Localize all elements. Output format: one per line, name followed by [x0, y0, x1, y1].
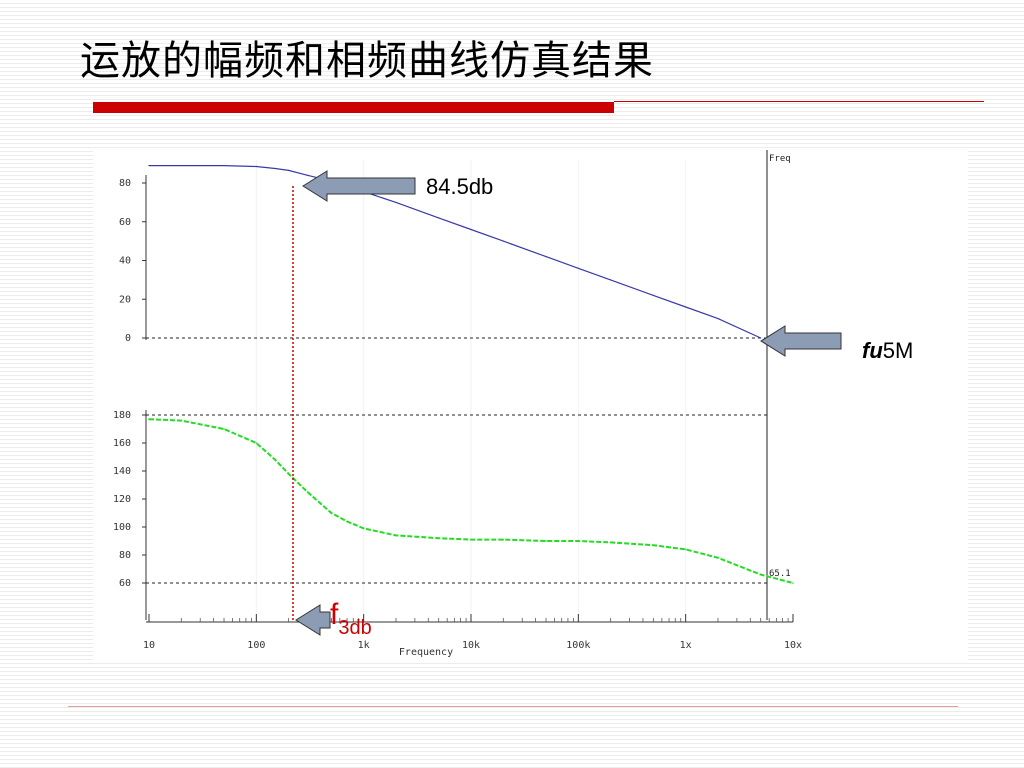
footer-divider — [68, 706, 958, 707]
gain-data-point — [610, 279, 612, 281]
gain-data-point — [470, 228, 472, 231]
fu-annotation: fu5M — [862, 338, 913, 364]
gain-y-tick-label: 60 — [119, 217, 131, 228]
gain-y-tick-label: 20 — [119, 294, 131, 305]
phase-y-tick-label: 120 — [113, 494, 131, 505]
gain-data-point — [274, 167, 276, 170]
gain-y-tick-label: 0 — [125, 333, 131, 344]
phase-data-point — [223, 428, 225, 430]
phase-data-point — [545, 540, 547, 542]
gain-data-point — [760, 337, 762, 339]
phase-data-point — [180, 419, 183, 422]
phase-plot: 65.1 — [148, 418, 794, 584]
phase-data-point — [652, 544, 655, 546]
f3db-annotation-main: f — [330, 598, 339, 631]
phase-y-tick-label: 100 — [113, 522, 131, 533]
fu-arrow-icon — [760, 325, 842, 357]
phase-data-point — [362, 527, 365, 530]
phase-y-tick-label: 140 — [113, 466, 131, 477]
slide-title: 运放的幅频和相频曲线仿真结果 — [80, 38, 654, 84]
phase-data-point — [255, 442, 258, 444]
gain-data-point — [502, 240, 504, 242]
bode-plot-svg: 10 100 1k 10k 100k 1x 10x Frequency 80 60 40 20 0 180… — [113, 150, 842, 658]
phase-y-tick-label: 160 — [113, 438, 131, 449]
gain-data-point — [148, 164, 150, 167]
plot-axes: 10 100 1k 10k 100k 1x 10x Frequency 80 60 40 20 0 180… — [113, 150, 802, 658]
phase-curve — [148, 418, 794, 584]
phase-data-point — [502, 538, 505, 541]
bode-plot-figure: 10 100 1k 10k 100k 1x 10x Frequency 80 60 40 20 0 180… — [93, 150, 968, 662]
fu-annotation-value: 5M — [882, 338, 914, 363]
gain-data-point — [395, 201, 397, 203]
phase-data-point — [395, 534, 397, 537]
fu-annotation-italic: fu — [862, 338, 883, 363]
phase-data-point — [609, 541, 612, 544]
f3db-arrow-icon — [295, 604, 331, 636]
x-tick-label: 1x — [680, 640, 692, 651]
title-underline-thin — [614, 101, 984, 102]
x-tick-label: 1k — [358, 640, 370, 651]
x-tick-label: 10x — [784, 640, 802, 651]
gain-data-point — [685, 306, 687, 308]
title-underline-thick — [93, 102, 614, 113]
phase-data-point — [577, 540, 580, 542]
phase-data-point — [287, 473, 290, 475]
phase-data-point — [437, 537, 440, 539]
f3db-annotation: f3db — [330, 598, 372, 639]
phase-data-point — [792, 582, 794, 584]
x-axis-label: Frequency — [399, 647, 453, 658]
phase-data-point — [759, 573, 762, 576]
gain-data-point — [717, 318, 719, 320]
gain-data-point — [545, 256, 547, 258]
phase-data-point — [306, 491, 309, 493]
phase-y-tick-label: 180 — [113, 410, 131, 421]
gain-plot — [148, 164, 762, 339]
phase-data-point — [148, 418, 150, 421]
gain-annotation-label: 84.5db — [426, 174, 494, 199]
gain-data-point — [288, 169, 290, 172]
gain-y-tick-label: 80 — [119, 178, 131, 189]
phase-data-point — [470, 538, 472, 541]
phase-cursor-value-label: 65.1 — [769, 569, 791, 579]
x-tick-label: 100 — [247, 640, 265, 651]
gain-data-point — [652, 294, 654, 296]
gain-data-point — [438, 217, 440, 219]
phase-data-point — [274, 459, 277, 461]
phase-data-point — [717, 557, 719, 559]
annotation-overlay — [292, 170, 842, 636]
phase-data-point — [346, 520, 348, 523]
x-tick-label: 100k — [566, 640, 590, 651]
f3db-annotation-sub: 3db — [338, 617, 372, 639]
phase-data-point — [330, 512, 333, 514]
gain-arrow-icon — [302, 170, 416, 202]
gain-data-point — [255, 165, 257, 168]
x-tick-label: 10k — [462, 640, 480, 651]
x-tick-label: 10 — [143, 640, 155, 651]
phase-y-tick-label: 60 — [119, 578, 131, 589]
gain-data-point — [306, 174, 309, 176]
phase-y-tick-label: 80 — [119, 550, 131, 561]
gain-y-tick-label: 40 — [119, 256, 131, 267]
cursor-label: Freq — [769, 154, 791, 164]
phase-data-point — [684, 548, 687, 551]
gain-data-point — [223, 164, 225, 167]
gain-data-point — [577, 267, 579, 269]
